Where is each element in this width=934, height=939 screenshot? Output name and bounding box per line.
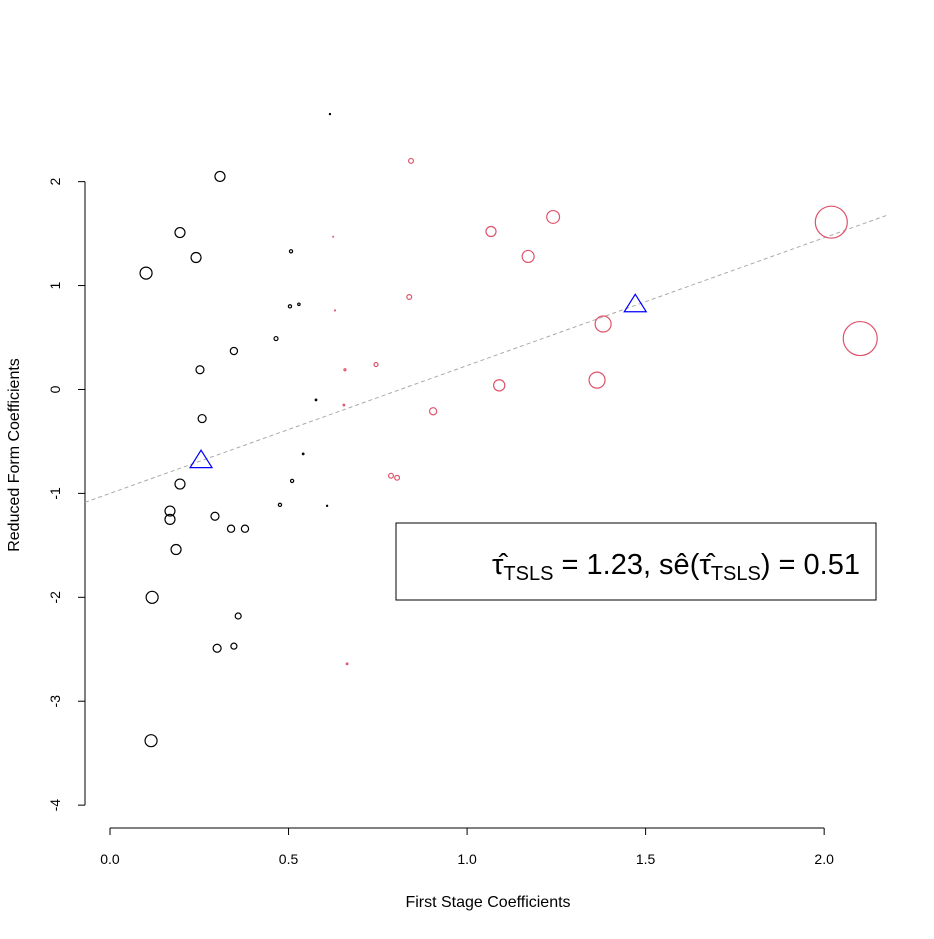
point [388, 472, 395, 479]
point [521, 249, 535, 264]
point [325, 504, 329, 508]
point [164, 505, 176, 517]
point [301, 452, 305, 456]
y-tick-label: -3 [47, 695, 63, 708]
point [332, 235, 335, 238]
point [588, 371, 606, 389]
point [197, 413, 207, 424]
x-tick-label: 1.0 [457, 851, 477, 867]
point [289, 478, 295, 484]
point [345, 662, 349, 666]
point [273, 335, 279, 342]
point [594, 315, 612, 333]
point [485, 225, 497, 238]
point [288, 249, 294, 254]
point [240, 524, 250, 533]
point [234, 612, 242, 620]
point [230, 642, 238, 650]
point [546, 209, 561, 224]
y-tick-label: 2 [47, 178, 63, 186]
x-axis-title: First Stage Coefficients [405, 894, 570, 911]
y-tick-label: -2 [47, 591, 63, 604]
y-tick-label: 1 [47, 281, 63, 289]
triangle-point [188, 449, 214, 469]
point [195, 365, 205, 375]
fit-line [84, 214, 888, 503]
point [226, 524, 236, 533]
x-tick-label: 2.0 [814, 851, 834, 867]
point [145, 590, 159, 604]
y-axis-title: Reduced Form Coefficients [6, 358, 23, 552]
annotation-subscript: TSLS [711, 563, 761, 585]
point [277, 502, 283, 508]
triangle-point [623, 293, 648, 313]
point [229, 346, 239, 356]
point [139, 266, 153, 280]
point [328, 112, 332, 116]
point [144, 734, 158, 748]
x-tick-label: 0.0 [100, 851, 120, 867]
legend-box [395, 522, 877, 601]
point [406, 293, 413, 300]
point [210, 511, 220, 521]
point [174, 478, 186, 490]
x-tick-label: 0.5 [279, 851, 299, 867]
point [212, 643, 222, 653]
point [373, 361, 379, 368]
point [394, 474, 401, 481]
point [842, 320, 878, 357]
y-tick-label: -1 [47, 487, 63, 500]
point [493, 379, 506, 392]
point [343, 368, 347, 372]
annotation-part: ) = 0.51 [761, 549, 860, 581]
annotation-subscript: TSLS [503, 563, 553, 585]
annotation-part: = 1.23, sê(τ̂ [553, 549, 715, 581]
point [342, 403, 346, 407]
point [428, 407, 438, 416]
point [333, 309, 337, 312]
point [287, 304, 293, 309]
point [190, 251, 202, 264]
point [164, 513, 176, 525]
point [408, 157, 415, 164]
point [297, 302, 301, 307]
y-tick-label: -4 [47, 799, 63, 812]
point [214, 170, 226, 183]
point [314, 398, 318, 402]
point [170, 543, 182, 556]
y-tick-label: 0 [47, 385, 63, 393]
annotation: τ̂TSLS = 1.23, sê(τ̂TSLS) = 0.51 [492, 549, 860, 585]
point [814, 205, 848, 239]
x-tick-label: 1.5 [636, 851, 656, 867]
point [174, 226, 186, 239]
